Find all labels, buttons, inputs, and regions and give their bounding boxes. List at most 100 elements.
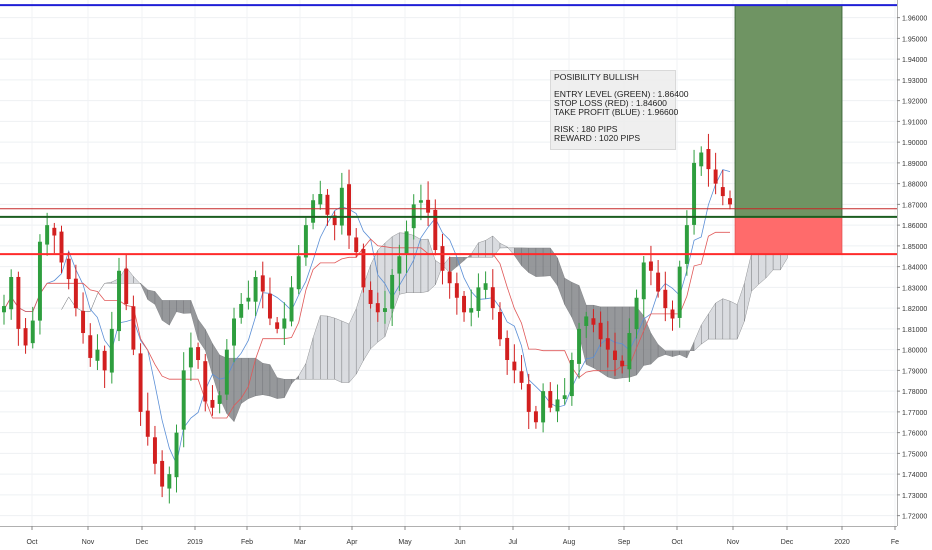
candle-body	[181, 370, 186, 430]
time-tick-label: Mar	[294, 539, 307, 546]
cloud-segment	[665, 350, 673, 357]
candle-body	[454, 283, 459, 298]
price-axis-bg	[897, 0, 932, 550]
cloud-segment	[197, 318, 206, 351]
candle-body	[52, 227, 57, 236]
price-tick-label: 1.74000	[902, 472, 927, 479]
price-tick-label: 1.92000	[902, 99, 927, 106]
candle-body	[260, 275, 265, 292]
candle-body	[569, 360, 574, 397]
annotation-box[interactable]: POSIBILITY BULLISH ENTRY LEVEL (GREEN) :…	[550, 70, 689, 150]
annotation-line: RISK : 180 PIPS	[554, 124, 618, 134]
price-tick-label: 1.75000	[902, 451, 927, 458]
candle-body	[577, 328, 582, 364]
price-tick-label: 1.83000	[902, 285, 927, 292]
candle-body	[30, 320, 35, 344]
candle-body	[605, 338, 610, 350]
candle-body	[720, 187, 725, 197]
cloud-segment	[528, 247, 537, 277]
time-tick-label: Apr	[347, 539, 359, 546]
cloud-segment	[449, 257, 458, 274]
cloud-segment	[535, 247, 544, 277]
candle-body	[203, 361, 208, 402]
cloud-segment	[672, 350, 680, 357]
time-tick-label: Oct	[27, 539, 38, 546]
candle-body	[519, 371, 524, 383]
candle-body	[66, 258, 71, 280]
candle-body	[418, 200, 423, 203]
candle-body	[476, 287, 481, 312]
candle-body	[102, 350, 107, 371]
candle-body	[505, 337, 510, 361]
candle-body	[620, 360, 625, 367]
cloud-segment	[276, 377, 285, 399]
candle-body	[713, 169, 718, 184]
time-tick-label: Aug	[563, 539, 576, 546]
price-tick-label: 1.84000	[902, 265, 927, 272]
candle-body	[641, 262, 646, 300]
candle-body	[555, 399, 560, 412]
candle-body	[210, 399, 215, 408]
cloud-segment	[169, 300, 177, 326]
candles-layer	[2, 133, 732, 504]
cloud-segment	[751, 250, 759, 292]
price-tick-label: 1.77000	[902, 410, 927, 417]
candle-body	[483, 283, 488, 290]
candle-body	[160, 460, 165, 487]
candle-body	[303, 225, 308, 258]
candle-body	[117, 270, 121, 332]
cloud-segment	[420, 238, 429, 293]
candle-body	[347, 184, 352, 236]
cloud-segment	[356, 285, 364, 375]
candle-body	[289, 287, 294, 322]
candle-body	[541, 391, 546, 423]
candle-body	[267, 293, 272, 319]
cloud-segment	[722, 298, 731, 340]
time-tick-label: Sep	[618, 539, 631, 546]
price-tick-label: 1.82000	[902, 306, 927, 313]
price-axis: 1.96000 1.95000 1.94000 1.93000 1.92000 1.910…	[897, 0, 932, 550]
cloud-segment	[657, 344, 666, 358]
cloud-segment	[320, 315, 328, 380]
annotation-line: POSIBILITY BULLISH	[554, 72, 639, 82]
time-tick-label: Dec	[781, 539, 794, 546]
candle-body	[88, 335, 93, 358]
profit-zone[interactable]	[734, 4, 843, 218]
price-tick-label: 1.96000	[902, 16, 927, 23]
cloud-segment	[104, 281, 113, 284]
annotation-line: TAKE PROFIT (BLUE) : 1.96600	[554, 107, 679, 117]
position-tool[interactable]	[734, 4, 843, 255]
candle-body	[59, 231, 64, 263]
cloud-segment	[521, 247, 529, 274]
candle-body	[138, 353, 143, 412]
candle-body	[404, 231, 409, 255]
annotation-line: STOP LOSS (RED) : 1.84600	[554, 98, 667, 108]
cloud-segment	[736, 283, 745, 340]
candle-body	[16, 276, 21, 329]
cloud-segment	[133, 275, 141, 285]
candle-body	[397, 256, 402, 274]
price-tick-label: 1.93000	[902, 78, 927, 85]
candle-body	[627, 333, 632, 370]
candle-body	[584, 316, 589, 326]
time-tick-label: Fe	[891, 539, 899, 546]
cloud-segment	[161, 300, 170, 326]
cloud-segment	[183, 300, 192, 314]
candle-body	[109, 328, 114, 373]
candle-body	[246, 297, 251, 302]
cloud-segment	[557, 257, 565, 305]
candle-body	[634, 297, 639, 330]
cloud-segment	[262, 362, 271, 397]
candle-body	[23, 328, 28, 346]
candle-body	[562, 395, 567, 399]
candle-body	[311, 200, 316, 223]
candle-body	[253, 277, 258, 302]
loss-zone[interactable]	[734, 216, 843, 255]
cloud-segment	[154, 290, 163, 321]
candle-body	[591, 318, 596, 325]
candle-body	[339, 187, 344, 226]
base-line	[3, 231, 730, 419]
candle-body	[318, 194, 323, 205]
price-tick-label: 1.87000	[902, 202, 927, 209]
